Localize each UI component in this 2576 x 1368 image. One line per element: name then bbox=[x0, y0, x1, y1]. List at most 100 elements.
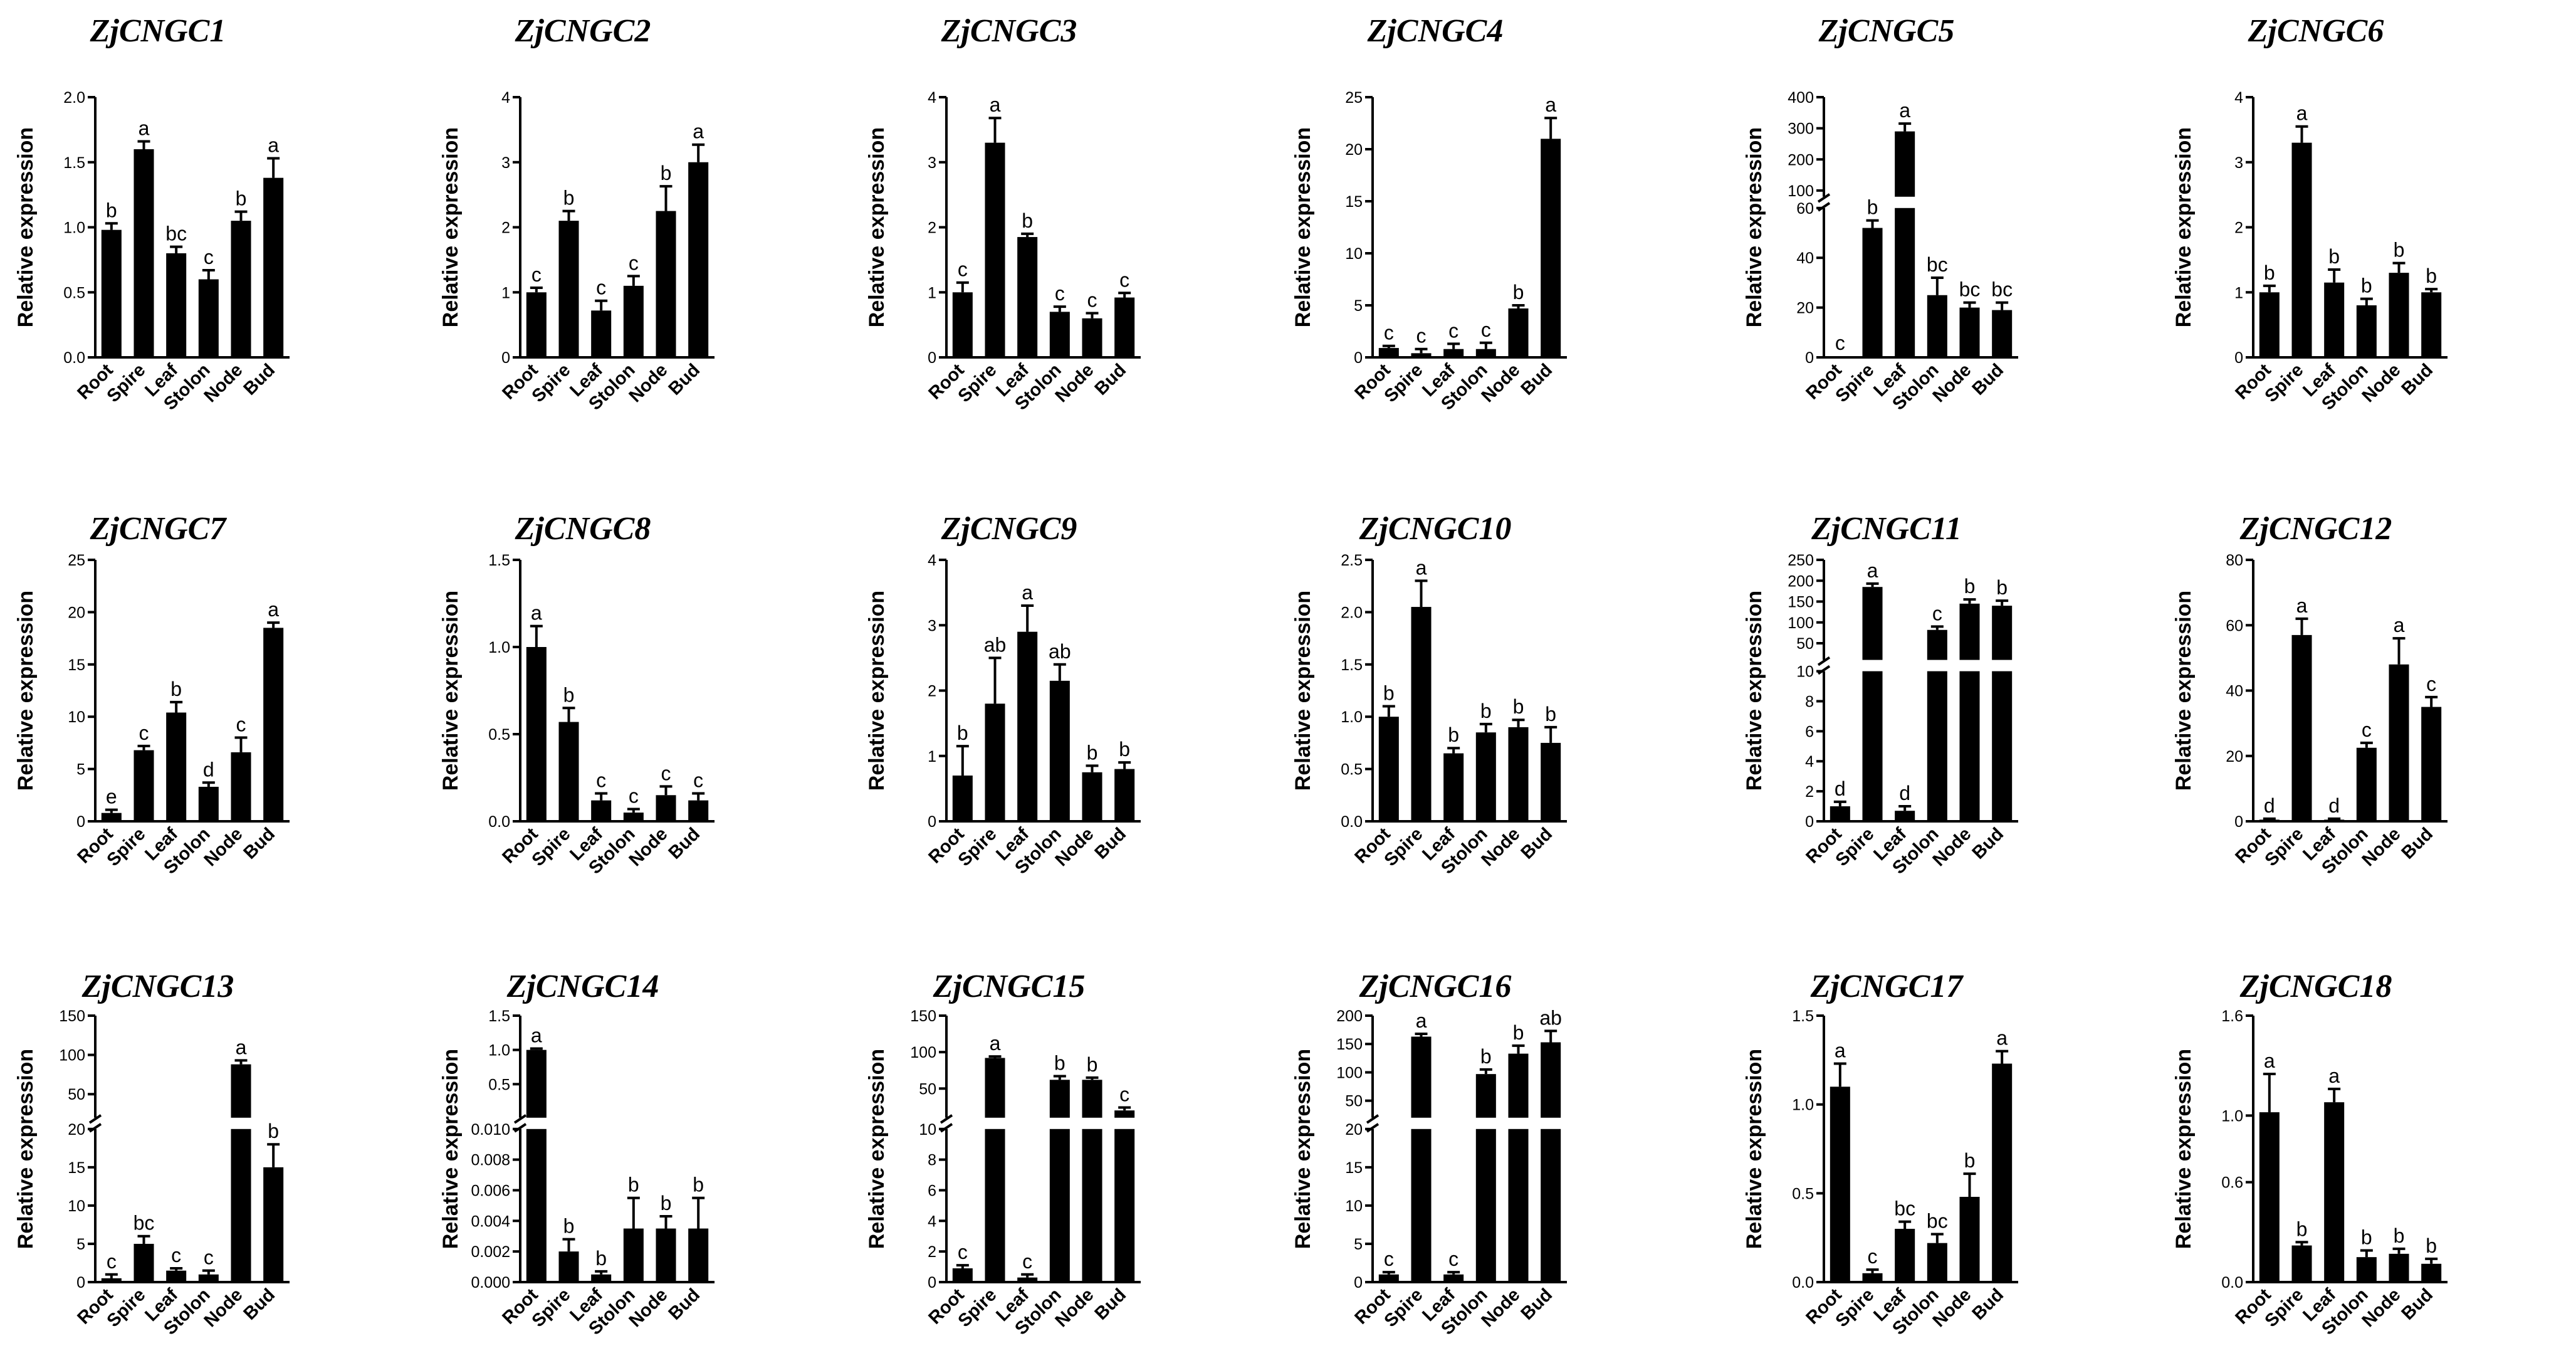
chart-title: ZjCNGC2 bbox=[515, 13, 651, 49]
y-tick-label: 6 bbox=[928, 1182, 936, 1199]
y-tick-label: 1.0 bbox=[1341, 708, 1363, 726]
y-axis-label: Relative expression bbox=[14, 127, 38, 327]
bar bbox=[2389, 273, 2409, 357]
y-tick-label: 3 bbox=[2234, 154, 2243, 172]
significance-letter: b bbox=[628, 1174, 639, 1196]
chart-title: ZjCNGC14 bbox=[506, 969, 659, 1004]
significance-letter: c bbox=[1416, 325, 1427, 347]
axis-break-mark bbox=[1817, 656, 1831, 666]
x-tick-label: Spire bbox=[528, 1285, 575, 1331]
bar bbox=[1443, 753, 1464, 821]
bar bbox=[591, 800, 612, 821]
y-axis-label: Relative expression bbox=[1291, 127, 1315, 327]
significance-letter: b bbox=[170, 678, 182, 700]
significance-letter: c bbox=[693, 769, 703, 792]
bar bbox=[656, 795, 676, 821]
y-tick-label: 0.5 bbox=[63, 284, 85, 302]
bar bbox=[2291, 142, 2312, 357]
y-tick-label: 4 bbox=[928, 1213, 936, 1230]
y-axis-label: Relative expression bbox=[1291, 1049, 1315, 1249]
significance-letter: b bbox=[1087, 1053, 1098, 1076]
significance-letter: c bbox=[107, 1250, 117, 1273]
bar bbox=[1830, 356, 1850, 357]
bar bbox=[166, 253, 187, 357]
x-tick-label: Node bbox=[1052, 824, 1098, 870]
bar bbox=[2421, 292, 2442, 357]
y-tick-label: 20 bbox=[1345, 141, 1363, 159]
x-tick-label: Spire bbox=[103, 824, 150, 870]
panel-zjcngc16: ZjCNGC16 Relative expression 0 5 10 15 20 50 100… bbox=[1291, 969, 1567, 1339]
bar bbox=[688, 1228, 709, 1282]
significance-letter: a bbox=[1545, 93, 1556, 116]
significance-letter: c bbox=[204, 1246, 214, 1269]
bar bbox=[263, 1167, 284, 1282]
y-tick-label: 100 bbox=[1788, 614, 1814, 632]
significance-letter: b bbox=[1867, 196, 1878, 219]
significance-letter: c bbox=[1055, 282, 1065, 305]
x-tick-label: Spire bbox=[528, 360, 575, 406]
y-tick-label: 200 bbox=[1336, 1008, 1363, 1025]
y-tick-label: 2 bbox=[2234, 219, 2243, 237]
y-tick-label: 2 bbox=[928, 683, 936, 700]
y-tick-label: 1.5 bbox=[63, 154, 85, 172]
y-tick-label: 80 bbox=[2226, 552, 2243, 569]
significance-letter: b bbox=[1964, 1149, 1976, 1172]
y-tick-label: 0 bbox=[1354, 1274, 1363, 1292]
bar bbox=[166, 1270, 187, 1282]
bar bbox=[1959, 1197, 1980, 1282]
y-tick-label: 400 bbox=[1788, 89, 1814, 107]
significance-letter: c bbox=[958, 1241, 968, 1263]
y-tick-label: 200 bbox=[1788, 151, 1814, 169]
y-tick-label: 0.004 bbox=[471, 1213, 510, 1230]
y-tick-label: 60 bbox=[1796, 200, 1814, 218]
y-tick-label: 0 bbox=[501, 349, 510, 367]
significance-letter: b bbox=[1964, 575, 1976, 597]
significance-letter: c bbox=[1384, 1248, 1394, 1270]
bar bbox=[1411, 607, 1432, 821]
bar bbox=[2356, 1257, 2377, 1282]
bar bbox=[1830, 1087, 1850, 1282]
bar bbox=[2324, 282, 2345, 357]
y-tick-label: 20 bbox=[68, 604, 85, 621]
x-tick-label: Bud bbox=[1517, 360, 1556, 399]
y-tick-label: 2 bbox=[928, 219, 936, 237]
bar bbox=[134, 750, 154, 821]
y-tick-label: 40 bbox=[1796, 250, 1814, 267]
bar bbox=[558, 1251, 579, 1282]
bar bbox=[198, 1274, 219, 1282]
bar bbox=[1862, 671, 1883, 821]
x-tick-label: Bud bbox=[2398, 360, 2437, 399]
y-tick-label: 0.0 bbox=[2221, 1274, 2243, 1292]
bar bbox=[101, 1278, 122, 1282]
y-tick-label: 0.5 bbox=[1341, 761, 1363, 779]
x-tick-label: Bud bbox=[2398, 824, 2437, 863]
x-tick-label: Node bbox=[626, 360, 672, 406]
y-tick-label: 50 bbox=[68, 1086, 85, 1103]
y-tick-label: 25 bbox=[1345, 89, 1363, 107]
y-tick-label: 50 bbox=[1345, 1093, 1363, 1110]
significance-letter: a bbox=[990, 93, 1001, 116]
bar bbox=[1927, 1243, 1947, 1282]
y-tick-label: 0.010 bbox=[471, 1121, 510, 1139]
bar bbox=[2324, 819, 2345, 821]
bar bbox=[952, 1268, 973, 1282]
x-tick-label: Node bbox=[2359, 360, 2405, 406]
x-tick-label: Node bbox=[1478, 1285, 1524, 1331]
bar bbox=[2291, 634, 2312, 821]
significance-letter: b bbox=[1022, 209, 1033, 232]
y-axis-label: Relative expression bbox=[2172, 1049, 2196, 1249]
bar bbox=[1049, 680, 1070, 821]
significance-letter: ab bbox=[1049, 640, 1071, 663]
y-axis-label: Relative expression bbox=[1291, 591, 1315, 791]
x-tick-label: Bud bbox=[2398, 1285, 2437, 1323]
bar bbox=[1017, 237, 1038, 357]
x-tick-label: Node bbox=[1478, 824, 1524, 870]
significance-letter: d bbox=[2328, 794, 2340, 817]
y-tick-label: 100 bbox=[910, 1044, 936, 1061]
significance-letter: c bbox=[171, 1244, 181, 1266]
y-tick-label: 100 bbox=[59, 1047, 85, 1065]
x-tick-label: Bud bbox=[240, 360, 279, 399]
axis-break-mark bbox=[513, 1114, 527, 1124]
chart-title: ZjCNGC13 bbox=[81, 969, 234, 1004]
